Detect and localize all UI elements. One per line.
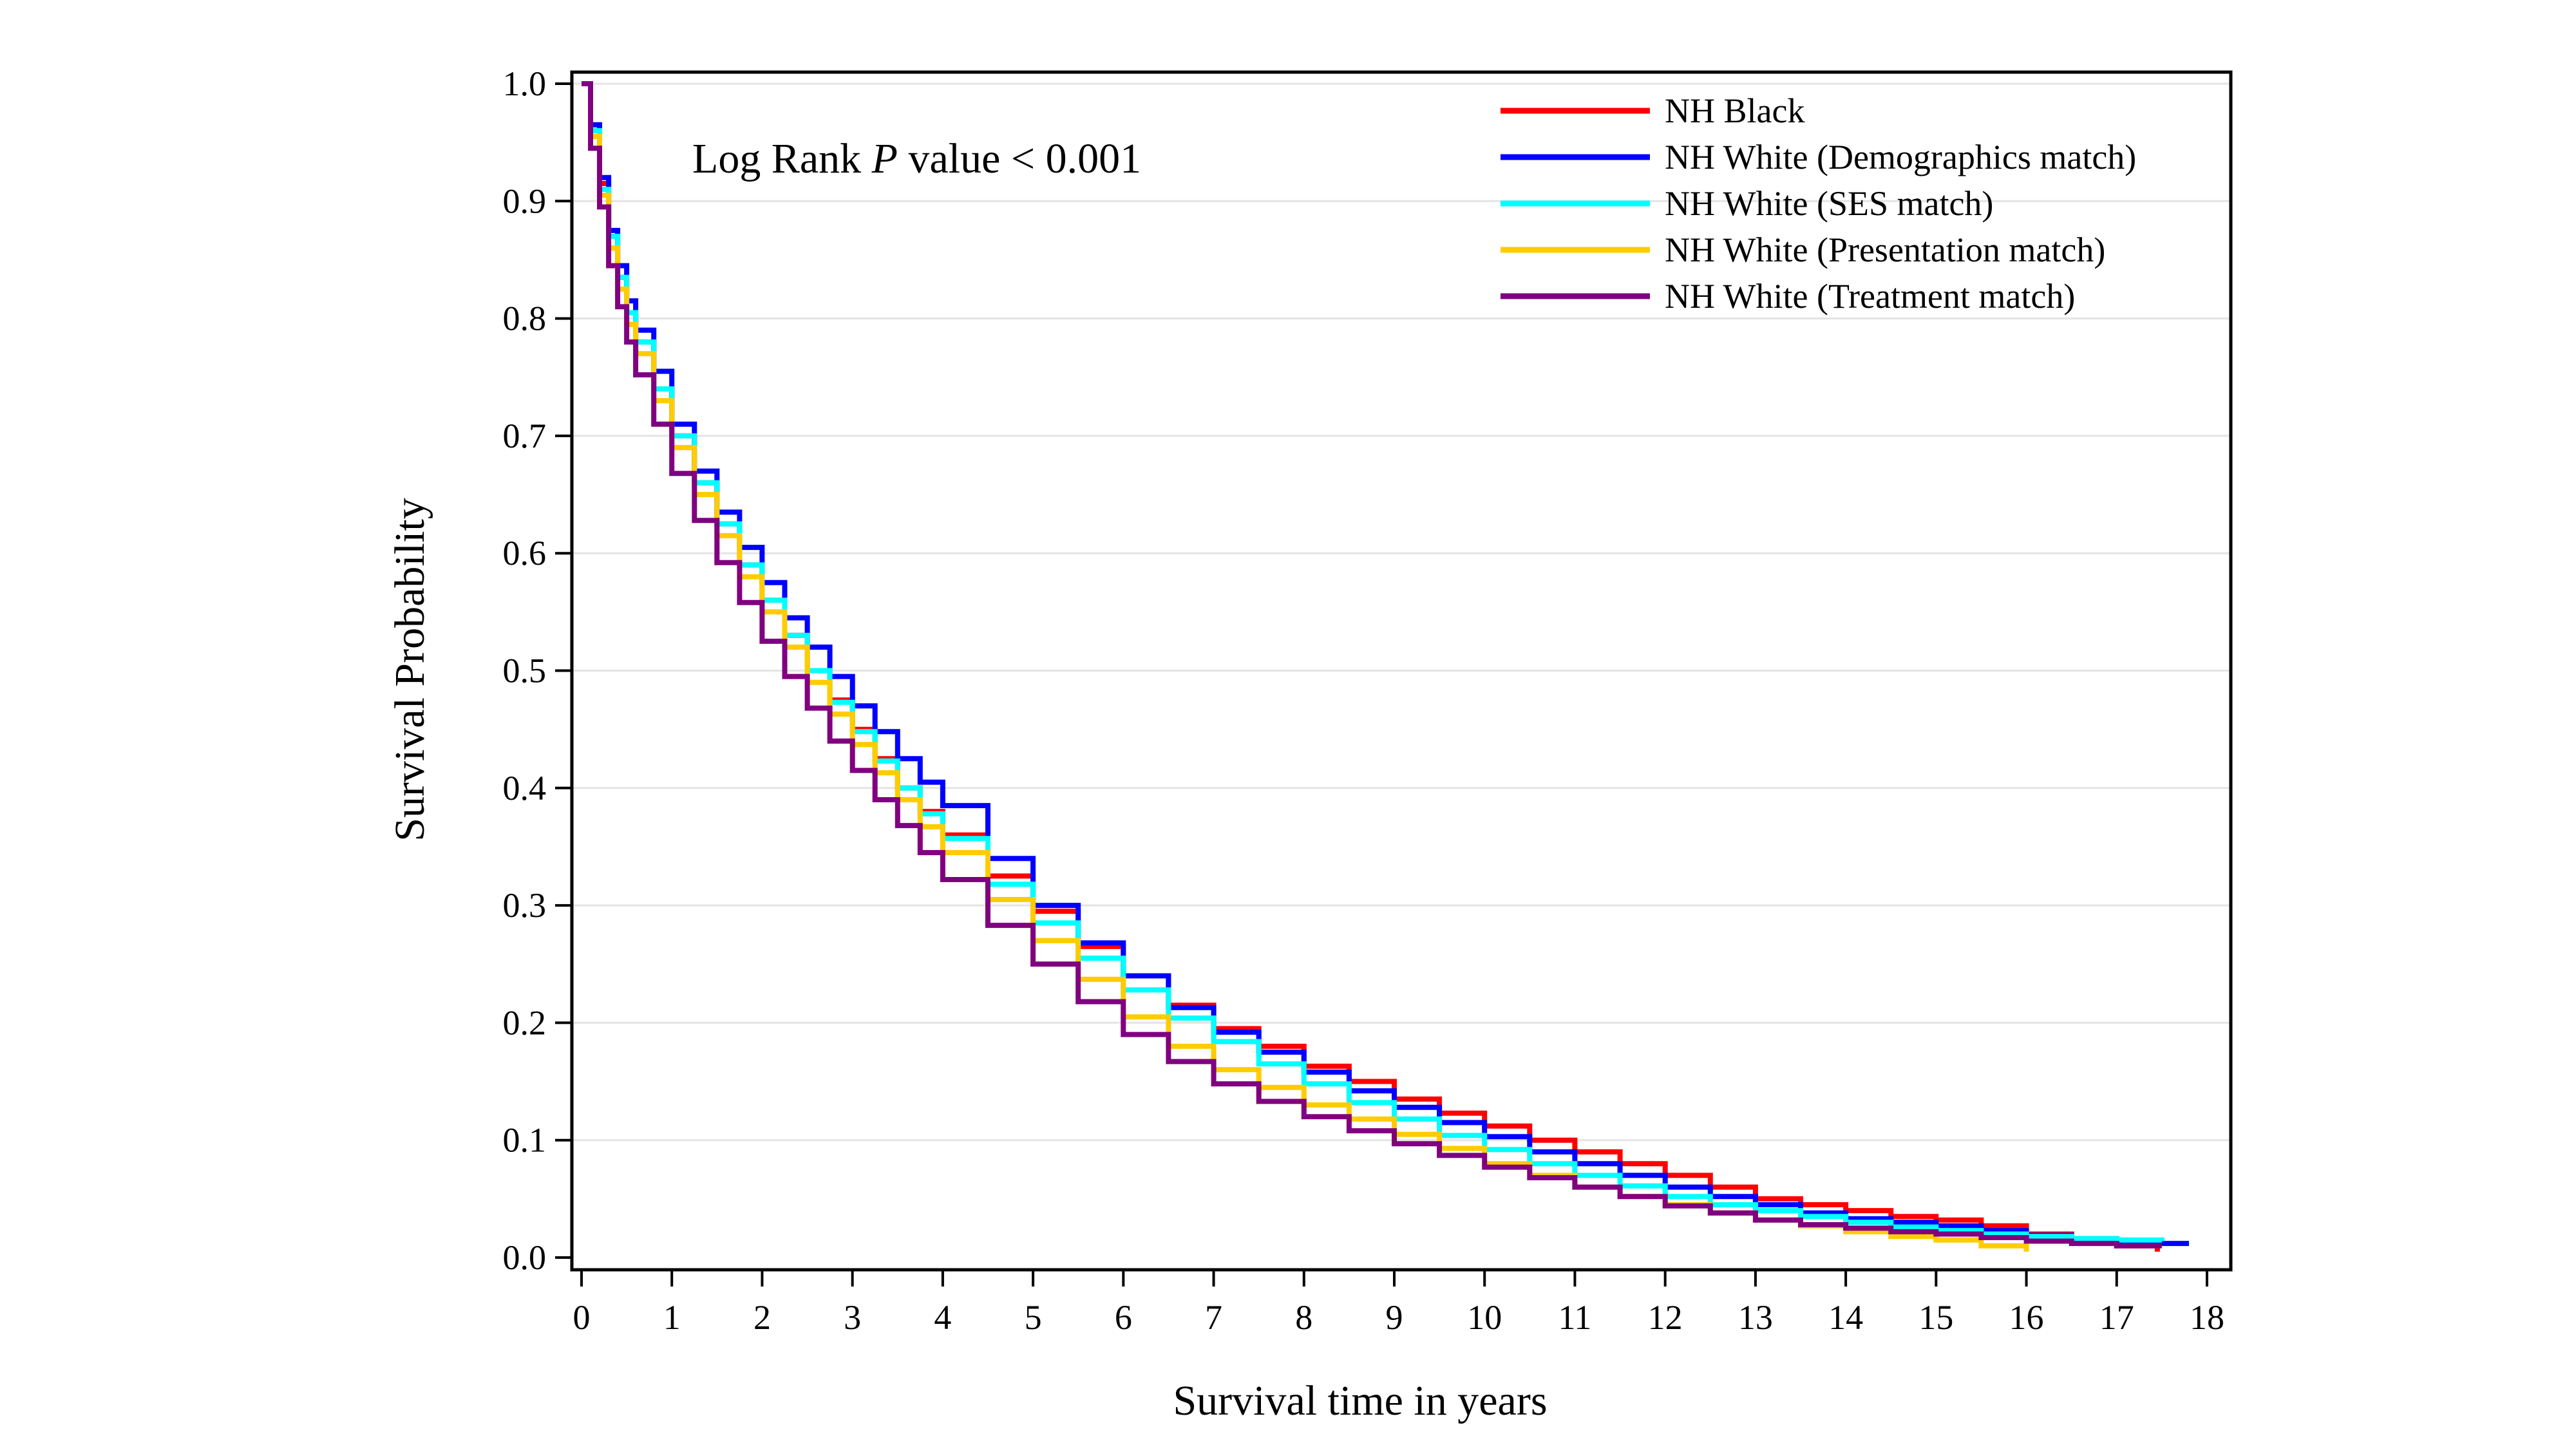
x-tick-label: 12 — [1648, 1298, 1683, 1337]
y-tick-label: 0.4 — [503, 769, 547, 807]
x-tick-label: 15 — [1918, 1298, 1953, 1337]
annotation-p: P — [871, 135, 898, 182]
x-tick-label: 4 — [934, 1298, 951, 1337]
x-tick-label: 1 — [663, 1298, 681, 1337]
y-tick-label: 0.8 — [503, 299, 547, 338]
legend-label-3: NH White (Presentation match) — [1665, 231, 2105, 269]
log-rank-annotation: Log Rank P value < 0.001 — [692, 135, 1141, 182]
x-tick-label: 18 — [2190, 1298, 2224, 1337]
y-tick-label: 1.0 — [503, 64, 547, 103]
legend-label-0: NH Black — [1665, 91, 1804, 130]
x-tick-label: 6 — [1115, 1298, 1132, 1337]
x-tick-label: 9 — [1386, 1298, 1403, 1337]
y-axis-title: Survival Probability — [386, 498, 433, 841]
x-tick-label: 3 — [844, 1298, 861, 1337]
x-tick-label: 0 — [573, 1298, 591, 1337]
annotation-suffix: value < 0.001 — [898, 135, 1141, 182]
y-tick-label: 0.2 — [503, 1003, 547, 1042]
x-tick-label: 16 — [2009, 1298, 2044, 1337]
x-tick-label: 8 — [1295, 1298, 1312, 1337]
x-tick-label: 10 — [1467, 1298, 1502, 1337]
legend: NH Black NH White (Demographics match) NH … — [1501, 91, 2136, 316]
y-tick-label: 0.1 — [503, 1121, 547, 1160]
x-tick-label: 2 — [753, 1298, 771, 1337]
axes: 0.00.10.20.30.40.50.60.70.80.91.00 1 2 3 4 5 6… — [503, 64, 2225, 1337]
series-lines — [582, 81, 2189, 1252]
y-tick-label: 0.0 — [503, 1238, 547, 1277]
x-tick-label: 5 — [1025, 1298, 1042, 1337]
y-tick-label: 0.7 — [503, 417, 547, 455]
x-tick-label: 11 — [1558, 1298, 1591, 1337]
annotation-prefix: Log Rank — [692, 135, 872, 182]
y-tick-label: 0.5 — [503, 652, 547, 690]
legend-label-2: NH White (SES match) — [1665, 184, 1993, 223]
y-tick-label: 0.9 — [503, 182, 547, 220]
legend-label-4: NH White (Treatment match) — [1665, 277, 2075, 316]
x-tick-label: 17 — [2099, 1298, 2134, 1337]
x-tick-label: 14 — [1828, 1298, 1863, 1337]
x-axis-title: Survival time in years — [1173, 1377, 1547, 1424]
y-tick-label: 0.6 — [503, 534, 547, 572]
x-tick-label: 13 — [1738, 1298, 1773, 1337]
y-tick-label: 0.3 — [503, 886, 547, 925]
series-line-4 — [582, 81, 2162, 1249]
x-tick-label: 7 — [1205, 1298, 1222, 1337]
grid-lines — [572, 82, 2231, 1142]
legend-label-1: NH White (Demographics match) — [1665, 138, 2136, 176]
